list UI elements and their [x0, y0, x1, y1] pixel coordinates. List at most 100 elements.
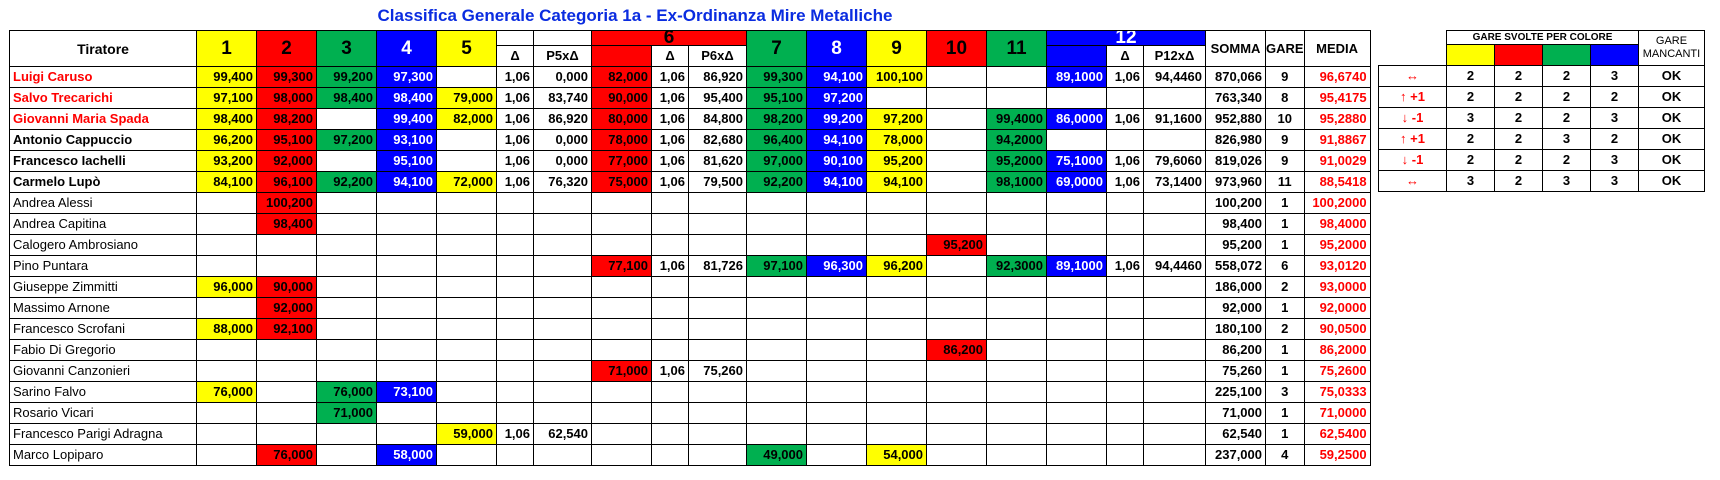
score-g8: 96,300 [806, 255, 867, 277]
score-d12 [1106, 381, 1144, 403]
score-g6 [591, 318, 652, 340]
score-p12 [1143, 444, 1206, 466]
score-g7: 49,000 [746, 444, 807, 466]
shooter-name: Calogero Ambrosiano [9, 234, 197, 256]
media-cell: 95,2000 [1303, 234, 1371, 256]
score-g7 [746, 423, 807, 445]
score-g1: 99,400 [196, 66, 257, 88]
header-gara-10: 10 [926, 30, 987, 67]
shooter-name: Sarino Falvo [9, 381, 197, 403]
shooter-name: Salvo Trecarichi [9, 87, 197, 109]
score-g11 [986, 192, 1047, 214]
score-g12: 86,0000 [1046, 108, 1107, 130]
gare-mancanti-cell: OK [1638, 86, 1705, 108]
colour-count-cg: 2 [1542, 107, 1591, 129]
score-g1 [196, 297, 257, 319]
score-g4 [376, 297, 437, 319]
score-d12: 1,06 [1106, 108, 1144, 130]
score-p5 [533, 234, 592, 256]
gare-cell: 8 [1265, 87, 1305, 109]
score-g10 [926, 381, 987, 403]
header-gara-4: 4 [376, 30, 437, 67]
score-g5 [436, 318, 497, 340]
score-d6 [651, 423, 689, 445]
score-g2 [256, 423, 317, 445]
colour-count-cg: 3 [1542, 128, 1591, 150]
score-g7: 97,000 [746, 150, 807, 172]
score-d12 [1106, 423, 1144, 445]
score-g7 [746, 360, 807, 382]
score-d5 [496, 234, 534, 256]
colour-swatch-yellow [1446, 44, 1495, 66]
score-g4: 73,100 [376, 381, 437, 403]
score-g7: 98,200 [746, 108, 807, 130]
score-g1: 88,000 [196, 318, 257, 340]
trend-indicator: ↓ -1 [1378, 107, 1447, 129]
table-row: Massimo Arnone 92,000 92,000 1 92,0000 [9, 297, 1371, 319]
score-d12 [1106, 444, 1144, 466]
score-g1 [196, 423, 257, 445]
gare-cell: 9 [1265, 66, 1305, 88]
gare-mancanti-cell: OK [1638, 170, 1705, 192]
score-d6 [651, 276, 689, 298]
score-g12 [1046, 213, 1107, 235]
score-p5 [533, 339, 592, 361]
score-g10 [926, 318, 987, 340]
score-p12: 79,6060 [1143, 150, 1206, 172]
score-g6 [591, 423, 652, 445]
score-g7: 99,300 [746, 66, 807, 88]
score-g12 [1046, 276, 1107, 298]
score-p6 [688, 234, 747, 256]
colour-count-cg: 2 [1542, 65, 1591, 87]
media-cell: 75,2600 [1303, 360, 1371, 382]
score-g10 [926, 444, 987, 466]
score-g12 [1046, 192, 1107, 214]
score-d12 [1106, 360, 1144, 382]
score-d6: 1,06 [651, 66, 689, 88]
score-g4 [376, 192, 437, 214]
colour-count-cb: 2 [1590, 128, 1639, 150]
score-d12 [1106, 129, 1144, 151]
somma-cell: 819,026 [1205, 150, 1266, 172]
header-gara-12: 12 [1046, 30, 1206, 46]
score-g8 [806, 213, 867, 235]
score-d5 [496, 318, 534, 340]
colour-count-cb: 3 [1590, 170, 1639, 192]
score-d6: 1,06 [651, 150, 689, 172]
score-g10 [926, 402, 987, 424]
score-g4: 58,000 [376, 444, 437, 466]
shooter-name: Giovanni Canzonieri [9, 360, 197, 382]
score-p12 [1143, 318, 1206, 340]
score-g5 [436, 339, 497, 361]
score-g5 [436, 66, 497, 88]
score-g12 [1046, 234, 1107, 256]
table-row: ↑ +1 2 2 2 2 OK [1378, 86, 1705, 108]
score-g11: 94,2000 [986, 129, 1047, 151]
header-gara-3: 3 [316, 30, 377, 67]
colour-count-cy: 3 [1446, 170, 1495, 192]
score-p6 [688, 339, 747, 361]
score-g10 [926, 423, 987, 445]
score-g4: 93,100 [376, 129, 437, 151]
colour-count-cg: 3 [1542, 170, 1591, 192]
score-p12: 94,4460 [1143, 66, 1206, 88]
table-row: Francesco Scrofani 88,000 92,100 180,100 2 90… [9, 318, 1371, 340]
score-g7 [746, 402, 807, 424]
gare-cell: 1 [1265, 360, 1305, 382]
score-g11 [986, 339, 1047, 361]
score-g12 [1046, 318, 1107, 340]
score-g5 [436, 213, 497, 235]
gare-cell: 1 [1265, 297, 1305, 319]
score-d12 [1106, 276, 1144, 298]
score-g3 [316, 234, 377, 256]
score-p12 [1143, 339, 1206, 361]
shooter-name: Pino Puntara [9, 255, 197, 277]
table-row: Antonio Cappuccio 96,200 95,100 97,200 93,10… [9, 129, 1371, 151]
score-g11 [986, 234, 1047, 256]
table-row: ↔ 3 2 3 3 OK [1378, 170, 1705, 192]
score-g2: 76,000 [256, 444, 317, 466]
media-cell: 93,0120 [1303, 255, 1371, 277]
header-delta-5: Δ [496, 45, 534, 67]
colour-count-cr: 2 [1494, 65, 1543, 87]
score-g3 [316, 150, 377, 172]
